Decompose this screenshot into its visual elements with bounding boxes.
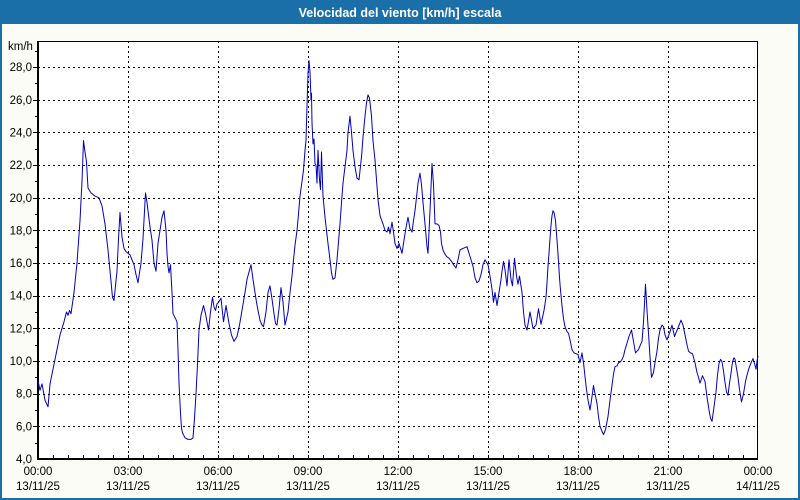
x-tick-date-label: 13/11/25 [106,481,150,493]
x-tick-date-label: 13/11/25 [646,481,690,493]
y-tick-label: 28,0 [10,62,32,74]
x-tick-time-label: 00:00 [744,466,773,478]
y-tick-label: 4,0 [16,454,32,466]
x-tick-time-label: 18:00 [564,466,593,478]
x-tick-date-label: 13/11/25 [376,481,420,493]
y-tick-label: 20,0 [10,193,32,205]
x-tick-date-label: 14/11/25 [736,481,780,493]
wind-speed-chart: 28,0 26,0 24,0 22,0 20,0 18,0 16,0 14,0 12,0 10,0… [8,41,780,493]
y-axis-unit-label: km/h [8,41,33,53]
x-tick-date-label: 13/11/25 [196,481,240,493]
x-tick-time-label: 09:00 [294,466,323,478]
wind-speed-line [37,60,759,440]
y-tick-label: 16,0 [10,258,32,270]
y-tick-label: 6,0 [16,421,32,433]
x-tick-time-label: 00:00 [24,466,53,478]
x-tick-date-label: 13/11/25 [466,481,510,493]
window-title-bar: Velocidad del viento [km/h] escala [2,2,798,24]
x-tick-date-label: 13/11/25 [556,481,600,493]
x-tick-time-label: 15:00 [474,466,503,478]
x-tick-date-label: 13/11/25 [286,481,330,493]
x-tick-date-label: 13/11/25 [16,481,60,493]
x-tick-time-label: 12:00 [384,466,413,478]
y-tick-label: 22,0 [10,160,32,172]
y-tick-label: 24,0 [10,127,32,139]
y-tick-label: 14,0 [10,291,32,303]
x-tick-time-label: 06:00 [204,466,233,478]
y-tick-label: 12,0 [10,323,32,335]
y-tick-label: 8,0 [16,389,32,401]
y-tick-label: 26,0 [10,95,32,107]
y-tick-label: 10,0 [10,356,32,368]
x-tick-time-label: 21:00 [654,466,683,478]
y-tick-label: 18,0 [10,225,32,237]
window-title: Velocidad del viento [km/h] escala [298,6,502,20]
x-tick-time-label: 03:00 [114,466,143,478]
